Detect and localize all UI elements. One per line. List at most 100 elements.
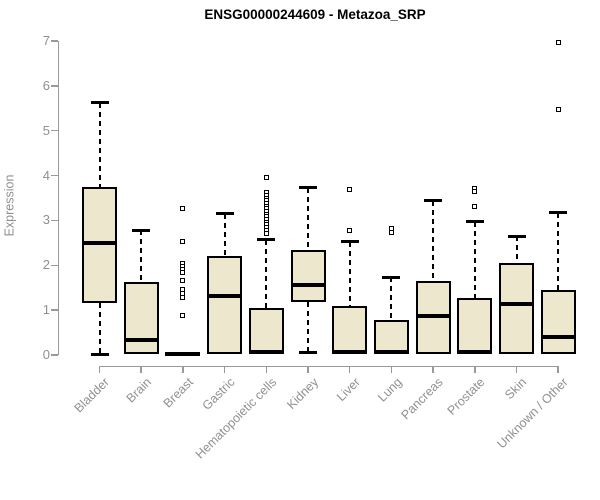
median-line [457,350,493,355]
upper-whisker [557,212,560,291]
y-tick-label: 2 [42,257,50,273]
x-category-label: Hematopoietic cells [192,374,280,462]
x-category-label: Kidney [283,374,321,412]
box-hematopoietic-cells [248,307,284,355]
lower-whisker [98,302,101,355]
outlier-point [263,175,269,181]
box-brain [123,281,159,355]
box-bladder [82,187,117,303]
median-line [248,349,284,354]
upper-whisker [432,200,435,281]
upper-whisker [265,239,268,308]
y-tick-label: 4 [42,167,50,183]
upper-whisker-cap [215,212,234,216]
x-category-label: Prostate [444,374,488,418]
upper-whisker-cap [257,238,276,242]
outlier-point [263,231,269,237]
lower-whisker-cap [90,352,109,356]
y-tick [50,85,58,87]
upper-whisker [515,236,518,263]
box-unknown-other [540,290,576,355]
upper-whisker-cap [132,228,151,232]
y-tick-label: 1 [42,302,50,318]
x-category-label: Skin [502,374,530,402]
x-category-label: Liver [333,374,363,404]
y-tick-label: 3 [42,212,50,228]
box-gastric [207,256,243,355]
outlier-point [555,107,561,113]
y-axis-line [57,41,59,355]
upper-whisker [348,241,351,306]
median-line [373,350,409,355]
x-tick [182,365,184,373]
y-tick [50,354,58,356]
upper-whisker-cap [465,220,484,224]
y-tick [50,264,58,267]
outlier-point [180,239,186,245]
x-tick [98,365,101,373]
box-liver [332,305,368,355]
outlier-point [388,229,394,235]
median-line [123,338,159,343]
median-line [499,301,534,306]
outlier-point [347,187,353,193]
outlier-point [472,189,478,195]
median-line [290,282,326,287]
outlier-point [180,277,186,283]
x-tick [432,365,434,373]
median-line [165,351,201,356]
y-tick [50,219,58,222]
x-tick [515,365,518,373]
upper-whisker-cap [424,199,443,203]
y-tick-label: 7 [42,33,50,48]
upper-whisker [223,213,226,257]
median-line [207,294,243,299]
lower-whisker-cap [299,351,317,355]
x-tick [474,365,476,373]
outlier-point [347,227,353,233]
outlier-point [472,204,478,210]
upper-whisker-cap [507,234,526,238]
upper-whisker [473,221,476,298]
x-tick [223,365,226,373]
x-tick [390,365,393,373]
x-category-label: Brain [123,374,155,406]
median-line [540,335,576,340]
upper-whisker-cap [382,275,401,279]
y-tick-label: 6 [42,77,50,93]
outlier-point [555,40,561,46]
x-tick [307,365,309,373]
outlier-point [180,313,186,319]
x-category-label: Bladder [72,374,113,415]
box-lung [373,320,409,355]
y-tick [50,129,58,132]
y-tick [50,309,58,311]
y-tick [50,40,58,42]
box-skin [499,262,534,355]
x-category-label: Lung [374,374,405,405]
outlier-point [180,270,186,276]
y-tick-label: 0 [42,347,50,362]
upper-whisker [140,230,143,282]
lower-whisker [307,302,309,353]
upper-whisker [307,187,309,251]
outlier-point [180,205,186,211]
x-tick [265,365,268,373]
x-tick [557,365,559,373]
x-tick [140,365,142,373]
chart-title: ENSG00000244609 - Metazoa_SRP [204,7,426,22]
x-category-label: Gastric [199,374,238,413]
median-line [332,350,368,355]
upper-whisker-cap [340,240,359,243]
outlier-point [180,295,186,301]
upper-whisker-cap [549,211,568,215]
median-line [415,314,451,319]
median-line [82,240,117,245]
x-category-label: Breast [160,374,196,410]
upper-whisker-cap [90,101,109,105]
box-prostate [457,297,493,355]
x-axis-line [98,365,560,367]
x-category-label: Unknown / Other [494,374,572,451]
